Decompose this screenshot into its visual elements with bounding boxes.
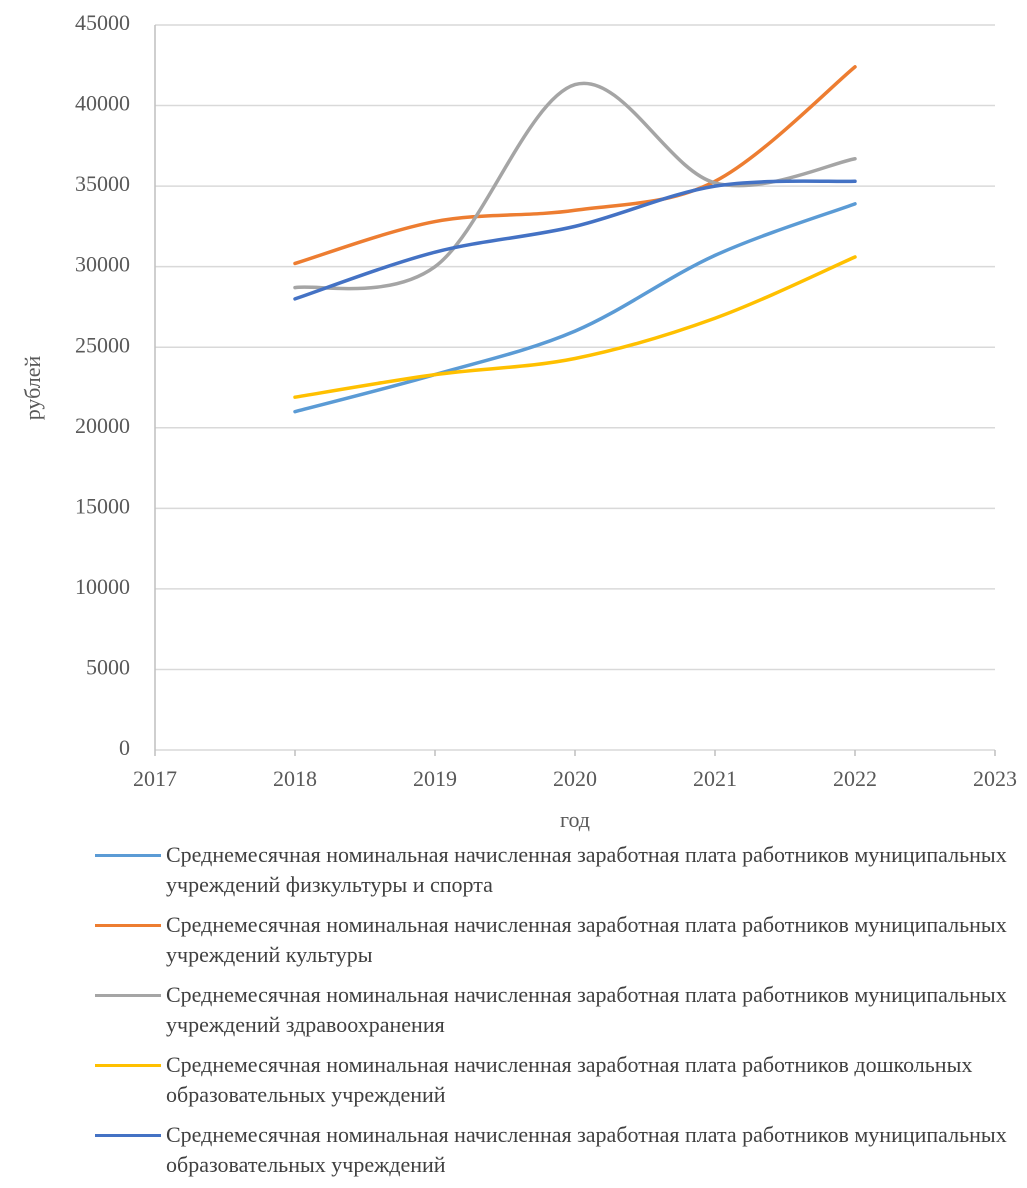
y-tick-label: 15000 (75, 493, 130, 518)
legend-entry: Среднемесячная номинальная начисленная з… (0, 978, 1027, 1048)
y-tick-label: 10000 (75, 574, 130, 599)
series-line (293, 202, 857, 414)
legend-swatch (95, 994, 161, 997)
legend-label: Среднемесячная номинальная начисленная з… (166, 1052, 973, 1107)
x-tick-label: 2023 (973, 766, 1017, 791)
legend-swatch (95, 1134, 161, 1137)
series-line (293, 255, 857, 399)
y-tick-label: 0 (119, 735, 130, 760)
x-tick-label: 2019 (413, 766, 457, 791)
series-line (293, 81, 857, 291)
y-tick-label: 35000 (75, 171, 130, 196)
x-axis-title: год (560, 807, 590, 832)
x-tick-label: 2017 (133, 766, 177, 791)
y-tick-label: 5000 (86, 654, 130, 679)
legend-label: Среднемесячная номинальная начисленная з… (166, 842, 1007, 897)
legend-swatch (95, 1064, 161, 1067)
x-tick-label: 2018 (273, 766, 317, 791)
x-tick-label: 2020 (553, 766, 597, 791)
legend-entry: Среднемесячная номинальная начисленная з… (0, 908, 1027, 978)
x-tick-label: 2021 (693, 766, 737, 791)
y-tick-label: 30000 (75, 252, 130, 277)
y-tick-label: 20000 (75, 413, 130, 438)
y-tick-label: 40000 (75, 91, 130, 116)
series-line (293, 179, 857, 301)
legend-label: Среднемесячная номинальная начисленная з… (166, 1122, 1007, 1177)
legend-swatch (95, 924, 161, 927)
chart: рублей год 0 5000 10000 15000 20000 25000 3000… (20, 10, 1017, 832)
legend-swatch (95, 854, 161, 857)
x-tick-label: 2022 (833, 766, 877, 791)
legend-entry: Среднемесячная номинальная начисленная з… (0, 838, 1027, 908)
y-tick-label: 25000 (75, 332, 130, 357)
legend-entry: Среднемесячная номинальная начисленная з… (0, 1048, 1027, 1118)
y-axis-title: рублей (20, 355, 45, 420)
legend: Среднемесячная номинальная начисленная з… (0, 838, 1027, 1188)
series-line (293, 65, 857, 266)
legend-label: Среднемесячная номинальная начисленная з… (166, 912, 1007, 967)
y-tick-label: 45000 (75, 10, 130, 35)
legend-label: Среднемесячная номинальная начисленная з… (166, 982, 1007, 1037)
legend-entry: Среднемесячная номинальная начисленная з… (0, 1118, 1027, 1188)
